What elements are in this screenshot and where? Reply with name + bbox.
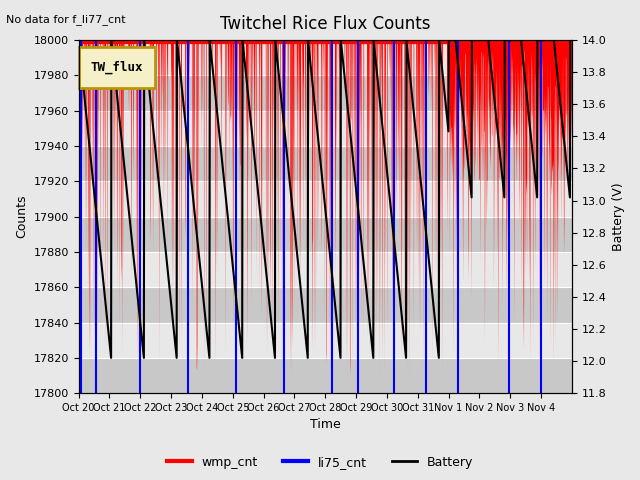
- Legend: wmp_cnt, li75_cnt, Battery: wmp_cnt, li75_cnt, Battery: [162, 451, 478, 474]
- Bar: [79, 111, 572, 146]
- Bar: [79, 287, 572, 323]
- Bar: [79, 146, 572, 181]
- Y-axis label: Counts: Counts: [15, 195, 28, 239]
- Bar: [79, 40, 572, 75]
- Bar: [79, 181, 572, 216]
- Bar: [79, 216, 572, 252]
- Bar: [79, 358, 572, 393]
- Bar: [79, 252, 572, 287]
- Bar: [79, 323, 572, 358]
- Bar: [79, 75, 572, 111]
- Y-axis label: Battery (V): Battery (V): [612, 182, 625, 251]
- Text: No data for f_li77_cnt: No data for f_li77_cnt: [6, 14, 126, 25]
- X-axis label: Time: Time: [310, 419, 340, 432]
- Title: Twitchel Rice Flux Counts: Twitchel Rice Flux Counts: [220, 15, 431, 33]
